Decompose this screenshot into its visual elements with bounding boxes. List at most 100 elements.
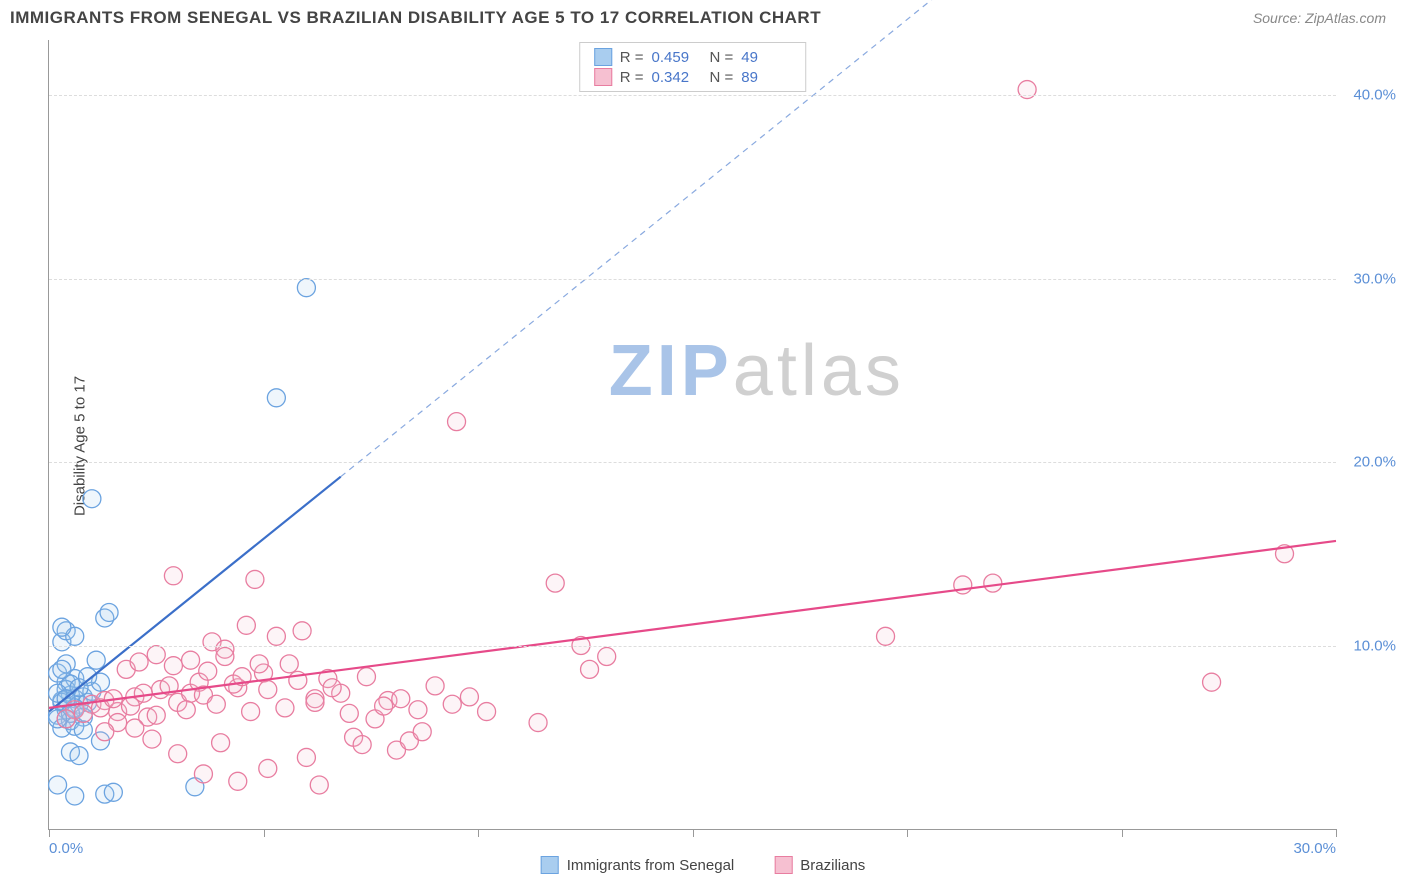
data-point <box>87 651 105 669</box>
data-point <box>375 697 393 715</box>
data-point <box>100 603 118 621</box>
x-tick <box>49 829 50 837</box>
stat-n-label: N = <box>710 49 734 66</box>
data-point <box>877 627 895 645</box>
data-point <box>164 657 182 675</box>
data-point <box>237 616 255 634</box>
stat-r-value: 0.459 <box>652 49 702 66</box>
data-point <box>53 618 71 636</box>
data-point <box>169 745 187 763</box>
data-point <box>126 719 144 737</box>
data-point <box>297 748 315 766</box>
data-point <box>53 660 71 678</box>
legend-swatch <box>594 68 612 86</box>
legend-label: Immigrants from Senegal <box>567 857 735 874</box>
y-tick-label: 20.0% <box>1353 454 1396 471</box>
data-point <box>74 721 92 739</box>
data-point <box>199 662 217 680</box>
data-point <box>357 668 375 686</box>
x-tick <box>907 829 908 837</box>
data-point <box>104 783 122 801</box>
legend-swatch <box>594 48 612 66</box>
stat-n-value: 89 <box>741 69 791 86</box>
legend-swatch <box>774 856 792 874</box>
stat-r-label: R = <box>620 69 644 86</box>
gridline <box>49 646 1336 647</box>
data-point <box>293 622 311 640</box>
data-point <box>74 704 92 722</box>
source-attribution: Source: ZipAtlas.com <box>1253 10 1386 26</box>
data-point <box>546 574 564 592</box>
data-point <box>57 710 75 728</box>
data-point <box>143 730 161 748</box>
data-point <box>323 679 341 697</box>
legend-swatch <box>541 856 559 874</box>
data-point <box>212 734 230 752</box>
stat-r-label: R = <box>620 49 644 66</box>
y-tick-label: 40.0% <box>1353 87 1396 104</box>
data-point <box>259 759 277 777</box>
x-tick-label: 30.0% <box>1293 840 1336 857</box>
data-point <box>413 723 431 741</box>
gridline <box>49 95 1336 96</box>
data-point <box>448 413 466 431</box>
data-point <box>207 695 225 713</box>
x-tick <box>478 829 479 837</box>
x-tick <box>1336 829 1337 837</box>
data-point <box>280 655 298 673</box>
legend-label: Brazilians <box>800 857 865 874</box>
data-point <box>306 693 324 711</box>
data-point <box>194 765 212 783</box>
x-tick <box>264 829 265 837</box>
gridline <box>49 279 1336 280</box>
scatter-plot-svg <box>49 40 1336 829</box>
stat-n-value: 49 <box>741 49 791 66</box>
x-tick <box>693 829 694 837</box>
data-point <box>246 570 264 588</box>
y-tick-label: 30.0% <box>1353 270 1396 287</box>
data-point <box>310 776 328 794</box>
data-point <box>581 660 599 678</box>
data-point <box>443 695 461 713</box>
data-point <box>242 703 260 721</box>
y-tick-label: 10.0% <box>1353 637 1396 654</box>
data-point <box>598 648 616 666</box>
data-point <box>267 389 285 407</box>
data-point <box>229 772 247 790</box>
correlation-stats-box: R = 0.459 N = 49 R = 0.342 N = 89 <box>579 42 807 92</box>
data-point <box>259 681 277 699</box>
x-tick-label: 0.0% <box>49 840 83 857</box>
data-point <box>130 653 148 671</box>
data-point <box>267 627 285 645</box>
stats-row: R = 0.459 N = 49 <box>594 47 792 67</box>
data-point <box>83 490 101 508</box>
data-point <box>460 688 478 706</box>
data-point <box>250 655 268 673</box>
data-point <box>392 690 410 708</box>
data-point <box>340 704 358 722</box>
legend: Immigrants from Senegal Brazilians <box>541 856 866 874</box>
data-point <box>529 714 547 732</box>
data-point <box>49 776 67 794</box>
data-point <box>426 677 444 695</box>
data-point <box>147 646 165 664</box>
data-point <box>164 567 182 585</box>
data-point <box>96 723 114 741</box>
data-point <box>216 648 234 666</box>
data-point <box>984 574 1002 592</box>
data-point <box>353 736 371 754</box>
stat-r-value: 0.342 <box>652 69 702 86</box>
gridline <box>49 462 1336 463</box>
stat-n-label: N = <box>710 69 734 86</box>
data-point <box>182 651 200 669</box>
data-point <box>297 279 315 297</box>
data-point <box>177 701 195 719</box>
data-point <box>70 747 88 765</box>
chart-title: IMMIGRANTS FROM SENEGAL VS BRAZILIAN DIS… <box>10 8 821 28</box>
data-point <box>478 703 496 721</box>
legend-item: Brazilians <box>774 856 865 874</box>
data-point <box>66 787 84 805</box>
data-point <box>409 701 427 719</box>
chart-plot-area: ZIPatlas R =0.459N =49R =0.342N =89 10.0… <box>48 40 1336 830</box>
data-point <box>147 706 165 724</box>
